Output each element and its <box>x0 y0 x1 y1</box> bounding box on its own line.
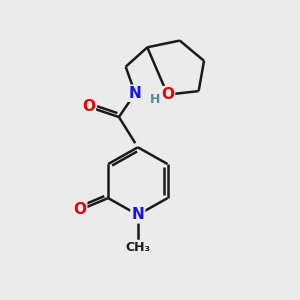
Text: H: H <box>150 93 160 106</box>
Text: O: O <box>73 202 86 217</box>
Text: N: N <box>131 207 144 222</box>
Text: O: O <box>82 99 95 114</box>
Text: O: O <box>161 87 174 102</box>
Text: CH₃: CH₃ <box>125 241 150 254</box>
Text: N: N <box>129 86 142 101</box>
